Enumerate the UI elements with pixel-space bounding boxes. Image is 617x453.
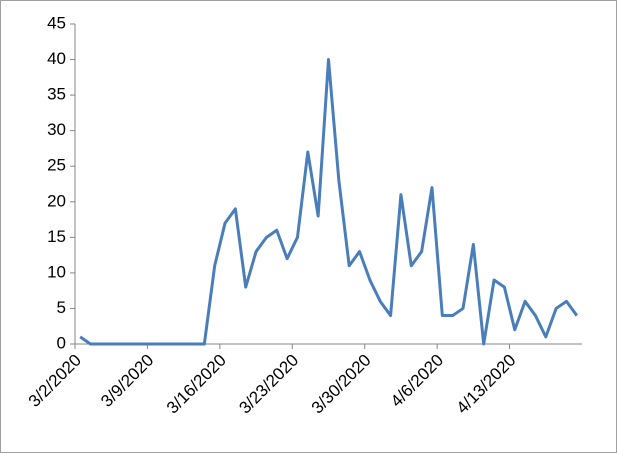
y-tick-label: 15 (47, 227, 66, 246)
data-line (79, 58, 579, 346)
y-tick-label: 35 (47, 85, 66, 104)
y-tick-label: 5 (57, 298, 66, 317)
y-tick-label: 40 (47, 49, 66, 68)
y-tick-label: 45 (47, 13, 66, 32)
y-tick-label: 10 (47, 262, 66, 281)
y-tick-label: 0 (57, 333, 66, 352)
y-tick-label: 25 (47, 156, 66, 175)
y-tick-label: 30 (47, 120, 66, 139)
y-tick-label: 20 (47, 191, 66, 210)
